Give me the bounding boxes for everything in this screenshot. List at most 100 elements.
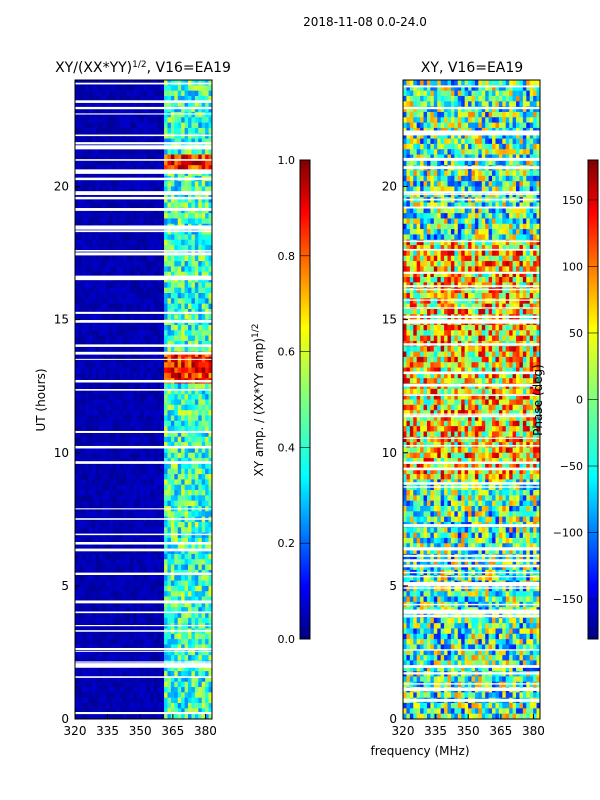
heatmap-cell <box>116 410 120 416</box>
heatmap-cell <box>85 692 90 699</box>
heatmap-cell <box>136 399 141 406</box>
heatmap-cell <box>194 255 199 262</box>
heatmap-cell <box>81 431 86 438</box>
heatmap-cell <box>88 426 93 432</box>
heatmap-cell <box>119 101 124 108</box>
heatmap-cell <box>95 639 100 645</box>
amplitude-plot-title: XY/(XX*YY)1/2, V16=EA19 <box>55 60 231 76</box>
heatmap-cell <box>126 468 131 475</box>
heatmap-cell <box>174 676 179 683</box>
heatmap-cell <box>174 420 179 427</box>
heatmap-cell <box>492 85 496 92</box>
heatmap-cell <box>119 687 124 693</box>
heatmap-cell <box>167 665 172 672</box>
heatmap-cell <box>150 271 155 278</box>
heatmap-cell <box>194 596 199 603</box>
heatmap-cell <box>92 127 96 134</box>
heatmap-cell <box>146 468 151 475</box>
heatmap-cell <box>143 85 148 92</box>
heatmap-cell <box>191 484 196 491</box>
heatmap-cell <box>153 591 158 597</box>
heatmap-cell <box>208 474 213 480</box>
heatmap-cell <box>181 394 185 400</box>
heatmap-cell <box>153 692 158 699</box>
heatmap-cell <box>502 85 507 92</box>
heatmap-cell <box>81 234 86 241</box>
heatmap-cell <box>119 713 124 720</box>
heatmap-cell <box>194 431 199 438</box>
heatmap-cell <box>129 90 134 97</box>
heatmap-cell <box>167 442 172 448</box>
heatmap-cell <box>109 159 114 166</box>
heatmap-cell <box>205 527 209 534</box>
heatmap-cell <box>133 261 138 267</box>
heatmap-cell <box>129 261 134 267</box>
heatmap-cell <box>208 372 213 379</box>
heatmap-cell <box>174 490 179 496</box>
heatmap-cell <box>133 553 138 560</box>
heatmap-cell <box>191 367 196 374</box>
heatmap-cell <box>150 500 155 507</box>
heatmap-cell <box>98 697 103 704</box>
heatmap-cell <box>153 564 158 571</box>
heatmap-cell <box>140 117 144 124</box>
heatmap-cell <box>191 452 196 459</box>
heatmap-cell <box>88 213 93 219</box>
heatmap-cell <box>205 101 209 108</box>
amplitude-ylabel: UT (hours) <box>34 368 48 431</box>
heatmap-cell <box>85 394 90 400</box>
heatmap-cell <box>133 111 138 118</box>
heatmap-cell <box>536 80 541 86</box>
heatmap-cell <box>109 234 114 241</box>
heatmap-cell <box>184 447 189 454</box>
heatmap-cell <box>160 548 165 555</box>
heatmap-cell <box>85 149 90 155</box>
heatmap-cell <box>102 117 107 124</box>
heatmap-cell <box>164 601 168 608</box>
heatmap-cell <box>140 106 144 113</box>
heatmap-cell <box>167 149 172 155</box>
heatmap-cell <box>181 314 185 321</box>
heatmap-cell <box>126 213 131 219</box>
heatmap-cell <box>136 159 141 166</box>
heatmap-cell <box>188 415 192 422</box>
heatmap-cell <box>205 394 209 400</box>
heatmap-cell <box>188 330 192 336</box>
heatmap-cell <box>133 543 138 550</box>
heatmap-cell <box>188 527 192 534</box>
heatmap-cell <box>181 537 185 544</box>
heatmap-cell <box>201 591 206 597</box>
heatmap-cell <box>205 362 209 368</box>
heatmap-cell <box>78 95 83 102</box>
heatmap-cell <box>167 165 172 171</box>
heatmap-cell <box>75 537 79 544</box>
heatmap-cell <box>140 665 144 672</box>
heatmap-cell <box>126 458 131 464</box>
heatmap-cell <box>194 127 199 134</box>
heatmap-cell <box>194 665 199 672</box>
heatmap-cell <box>95 404 100 411</box>
heatmap-cell <box>208 138 213 145</box>
heatmap-cell <box>116 537 120 544</box>
heatmap-cell <box>85 697 90 704</box>
heatmap-cell <box>112 692 117 699</box>
heatmap-cell <box>143 442 148 448</box>
heatmap-cell <box>119 410 124 416</box>
heatmap-cell <box>198 95 203 102</box>
heatmap-cell <box>150 697 155 704</box>
heatmap-cell <box>140 404 144 411</box>
heatmap-cell <box>109 548 114 555</box>
heatmap-cell <box>181 383 185 390</box>
heatmap-cell <box>205 484 209 491</box>
heatmap-cell <box>81 127 86 134</box>
heatmap-cell <box>198 607 203 613</box>
heatmap-cell <box>78 490 83 496</box>
heatmap-cell <box>184 138 189 145</box>
heatmap-cell <box>92 394 96 400</box>
heatmap-cell <box>143 303 148 310</box>
heatmap-cell <box>129 388 134 395</box>
heatmap-cell <box>181 484 185 491</box>
heatmap-cell <box>112 202 117 209</box>
heatmap-cell <box>92 197 96 203</box>
heatmap-cell <box>102 420 107 427</box>
